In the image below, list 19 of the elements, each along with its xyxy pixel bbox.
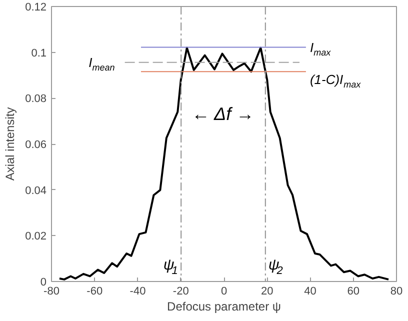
y-tick-label: 0.06 (25, 139, 47, 151)
x-tick-label: -40 (130, 286, 146, 298)
x-tick-label: 0 (220, 286, 228, 298)
y-tick-label: 0.1 (31, 47, 47, 60)
x-tick-label: 80 (390, 286, 403, 298)
x-tick-label: -20 (172, 286, 189, 298)
x-tick-label: -80 (44, 286, 60, 298)
y-axis-title: Axial intensity (3, 107, 18, 181)
x-tick-label: -60 (86, 286, 103, 298)
x-tick-label: 20 (261, 286, 274, 298)
y-tick-label: 0.02 (25, 230, 47, 243)
y-tick-label: 0.04 (25, 184, 47, 197)
y-tick-label: 0.08 (25, 93, 47, 106)
annotation: ← Δf → (192, 104, 254, 124)
y-tick-label: 0.12 (25, 2, 47, 14)
x-tick-label: 40 (304, 286, 316, 298)
y-tick-label: 0 (40, 276, 47, 288)
x-axis-title: Defocus parameter ψ (167, 300, 281, 314)
x-tick-label: 60 (347, 286, 360, 298)
